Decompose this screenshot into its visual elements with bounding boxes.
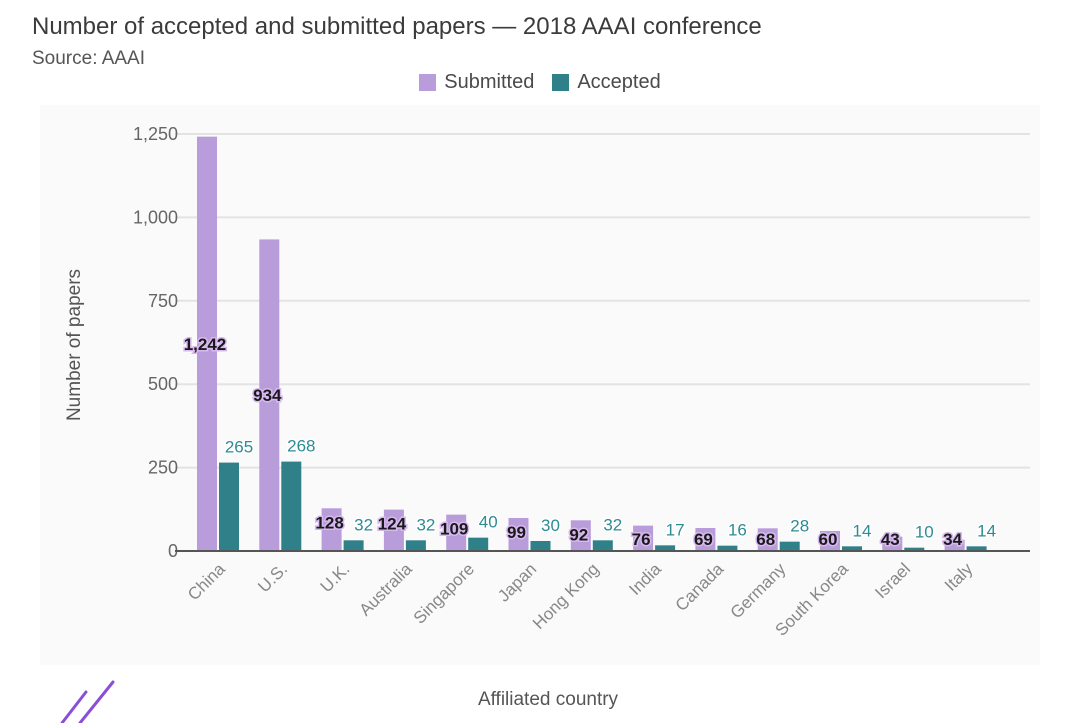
data-label-submitted: 99 (507, 523, 526, 542)
data-label-accepted: 14 (853, 521, 872, 540)
bar-accepted[interactable] (219, 462, 239, 551)
chart-title: Number of accepted and submitted papers … (32, 13, 762, 40)
data-label-accepted: 40 (479, 513, 498, 532)
bar-submitted[interactable] (259, 239, 280, 551)
bar-submitted[interactable] (570, 520, 591, 551)
bar-submitted[interactable] (508, 517, 529, 551)
chart-source: Source: AAAI (32, 48, 146, 69)
bar-accepted[interactable] (655, 545, 676, 551)
bars (197, 136, 987, 551)
bar-accepted[interactable] (592, 540, 613, 551)
data-label-accepted: 14 (977, 521, 996, 540)
bar-accepted[interactable] (343, 540, 364, 551)
bar-accepted[interactable] (717, 545, 738, 551)
bar-submitted[interactable] (383, 509, 404, 551)
data-label-submitted: 109 (440, 520, 468, 539)
legend: Submitted Accepted (0, 71, 1080, 94)
legend-swatch-submitted (419, 74, 437, 91)
bar-accepted[interactable] (966, 546, 987, 551)
legend-item-submitted[interactable]: Submitted (419, 71, 534, 94)
data-label-accepted: 17 (666, 520, 685, 539)
data-label-accepted: 10 (915, 523, 934, 542)
bar-submitted[interactable] (197, 136, 217, 551)
data-label-submitted: 68 (756, 530, 775, 549)
bar-accepted[interactable] (405, 540, 426, 551)
y-tick-label: 1,250 (133, 124, 178, 144)
bar-accepted[interactable] (468, 537, 489, 551)
data-label-submitted: 60 (819, 530, 838, 549)
data-labels: 1,242 265 934 268 128 32 124 32 109 40 99 30 92 32 76 1… (182, 333, 997, 550)
x-axis-label: Affiliated country (478, 689, 619, 710)
y-tick-label: 750 (148, 291, 178, 311)
bar-submitted[interactable] (757, 528, 778, 551)
bar-submitted[interactable] (446, 514, 467, 551)
data-label-submitted: 92 (569, 525, 588, 544)
legend-label-accepted: Accepted (577, 71, 661, 93)
data-label-submitted: 76 (632, 530, 651, 549)
bar-submitted[interactable] (882, 536, 903, 551)
data-label-accepted: 16 (728, 521, 747, 540)
pen-mark-decoration (60, 680, 115, 723)
gridlines (175, 133, 1030, 469)
bar-accepted[interactable] (530, 540, 551, 551)
y-tick-label: 1,000 (133, 207, 178, 227)
y-tick-label: 250 (148, 458, 178, 478)
legend-swatch-accepted (552, 74, 570, 91)
bar-accepted[interactable] (281, 461, 302, 551)
data-label-accepted: 32 (416, 515, 435, 534)
bar-accepted[interactable] (904, 547, 925, 551)
data-label-accepted: 28 (790, 517, 809, 536)
bar-submitted[interactable] (321, 508, 342, 551)
data-label-accepted: 268 (287, 437, 315, 456)
bar-submitted[interactable] (695, 527, 716, 551)
data-label-submitted: 124 (378, 515, 407, 534)
data-label-submitted: 43 (881, 530, 900, 549)
legend-item-accepted[interactable]: Accepted (552, 71, 661, 94)
data-label-accepted: 32 (603, 515, 622, 534)
data-label-submitted: 34 (943, 530, 962, 549)
data-label-submitted: 69 (694, 530, 713, 549)
data-label-accepted: 265 (225, 438, 253, 457)
data-label-accepted: 30 (541, 516, 560, 535)
data-label-submitted: 128 (315, 513, 343, 532)
bar-submitted[interactable] (944, 539, 965, 551)
y-tick-label: 500 (148, 374, 178, 394)
data-label-submitted: 934 (253, 386, 282, 405)
bar-accepted[interactable] (779, 541, 800, 551)
y-tick-label: 0 (168, 541, 178, 561)
bar-accepted[interactable] (842, 546, 862, 551)
bar-submitted[interactable] (820, 530, 840, 551)
y-axis-ticks: 0 250 500 750 1,000 1,250 (133, 124, 178, 561)
bar-submitted[interactable] (633, 525, 654, 551)
legend-label-submitted: Submitted (444, 71, 535, 93)
y-axis-label: Number of papers (64, 269, 85, 421)
data-label-accepted: 32 (354, 515, 373, 534)
data-label-submitted: 1,242 (184, 335, 227, 354)
